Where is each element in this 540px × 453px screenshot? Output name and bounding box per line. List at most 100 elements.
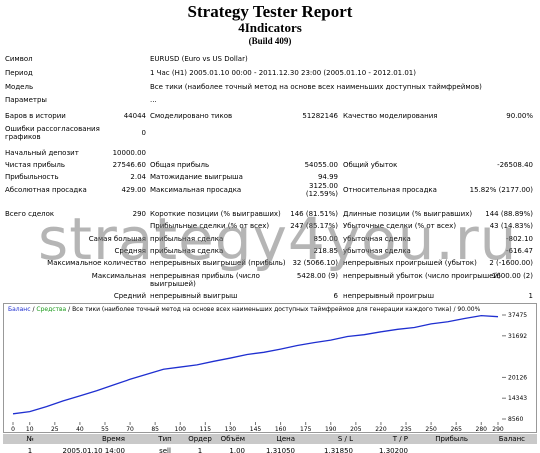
- stat-label: убыточная сделка: [343, 247, 411, 255]
- x-tick-label: 250: [425, 426, 437, 432]
- stat-value: 247 (85.17%): [290, 222, 338, 230]
- chart-frame: Баланс / Средства / Все тики (наиболее т…: [3, 303, 537, 433]
- table-cell: 1: [197, 447, 203, 453]
- y-tick-label: 20126: [508, 374, 527, 381]
- info-value: Все тики (наиболее точный метод на основ…: [150, 83, 482, 91]
- x-tick-label: 160: [275, 426, 287, 432]
- x-tick-label: 85: [151, 426, 159, 432]
- legend-entry: / Все тики (наиболее точный метод на осн…: [66, 306, 480, 313]
- stat-label: непрерывный выигрыш: [150, 292, 238, 300]
- stat-value: 54055.00: [304, 161, 338, 169]
- stat-value: 15.82% (2177.00): [469, 186, 533, 194]
- stat-label: Прибыльность: [5, 173, 59, 181]
- stat-label: Короткие позиции (% выигравших): [150, 210, 281, 218]
- stat-label: Длинные позиции (% выигравших): [343, 210, 473, 218]
- report-subtitle: 4Indicators: [238, 20, 302, 35]
- stat-value: 44044: [123, 112, 146, 120]
- x-tick-label: 0: [11, 426, 15, 432]
- y-tick-label: 14343: [508, 395, 527, 402]
- stat-value: 1: [528, 292, 533, 300]
- stat-value: -802.10: [505, 235, 533, 243]
- watermark: strategy4you.ru: [38, 205, 518, 273]
- stat-label: Баров в истории: [5, 112, 66, 120]
- stat-label: Всего сделок: [5, 210, 55, 218]
- stat-label: Чистая прибыль: [5, 161, 66, 169]
- table-header: №: [26, 435, 34, 443]
- stat-label: Максимальная просадка: [150, 186, 242, 194]
- stat-label: прибыльная сделка: [150, 235, 224, 243]
- table-cell: 1.31850: [324, 447, 353, 453]
- table-header: S / L: [337, 435, 353, 443]
- stat-label: Начальный депозит: [5, 149, 79, 157]
- stat-value: 290: [132, 210, 146, 218]
- balance-line: [12, 314, 499, 415]
- stat-label: Убыточные сделки (% от всех): [343, 222, 457, 230]
- report-title: Strategy Tester Report: [187, 2, 353, 21]
- stat-value: 5428.00 (9): [296, 272, 338, 280]
- x-tick-label: 10: [26, 426, 34, 432]
- table-header: Баланс: [498, 435, 525, 443]
- x-tick-label: 115: [200, 426, 212, 432]
- stat-label: Средняя: [114, 247, 146, 255]
- stat-value: 43 (14.83%): [489, 222, 533, 230]
- table-cell: 1.00: [229, 447, 245, 453]
- table-header: Объём: [220, 435, 245, 443]
- stat-value: 94.99: [317, 173, 338, 181]
- stat-value: 850.00: [313, 235, 339, 243]
- table-header: T / P: [392, 435, 408, 443]
- balance-chart: Баланс / Средства / Все тики (наиболее т…: [8, 306, 527, 433]
- stat-value: -26508.40: [497, 161, 533, 169]
- stat-label: Самая большая: [88, 235, 146, 243]
- y-tick-label: 8560: [508, 416, 523, 423]
- stat-value: -1600.00 (2): [489, 272, 533, 280]
- stat-label: Смоделировано тиков: [150, 112, 233, 120]
- table-header: Ордер: [188, 435, 212, 443]
- stat-label: убыточная сделка: [343, 235, 411, 243]
- stat-label: Прибыльные сделки (% от всех): [150, 222, 270, 230]
- stat-label: Качество моделирования: [343, 112, 438, 120]
- legend: Баланс / Средства / Все тики (наиболее т…: [8, 306, 481, 313]
- stat-label: непрерывных проигрышей (убыток): [343, 259, 477, 267]
- y-tick-label: 31692: [508, 333, 527, 340]
- y-tick-label: 37475: [508, 312, 527, 319]
- stat-value: 3125.00 (12.59%): [305, 182, 338, 198]
- info-value: ...: [150, 96, 157, 104]
- table-cell: 1.31050: [266, 447, 295, 453]
- stat-value: 218.85: [313, 247, 339, 255]
- stat-value: 32 (5066.10): [292, 259, 338, 267]
- x-tick-label: 290: [492, 426, 504, 432]
- legend-entry: Баланс: [8, 306, 31, 313]
- table-header-bg: [3, 434, 537, 444]
- table-cell: 2005.01.10 14:00: [62, 447, 125, 453]
- stat-value: 2 (-1600.00): [489, 259, 533, 267]
- stat-value: 0: [141, 129, 146, 137]
- stat-value: 27546.60: [112, 161, 146, 169]
- table-cell: sell: [159, 447, 171, 453]
- stat-label: Абсолютная просадка: [5, 186, 87, 194]
- x-tick-label: 175: [300, 426, 312, 432]
- table-cell: 1.30200: [379, 447, 408, 453]
- x-tick-label: 40: [76, 426, 84, 432]
- stat-label: Максимальная: [91, 272, 146, 280]
- stat-label: Общая прибыль: [150, 161, 210, 169]
- stat-label: Общий убыток: [343, 161, 398, 169]
- x-tick-label: 190: [325, 426, 337, 432]
- stat-label: Ошибки рассогласования графиков: [5, 125, 100, 141]
- stat-value: -616.47: [505, 247, 533, 255]
- stat-value: 2.04: [130, 173, 146, 181]
- info-value: 1 Час (H1) 2005.01.10 00:00 - 2011.12.30…: [150, 69, 416, 77]
- stat-value: 144 (88.89%): [485, 210, 533, 218]
- table-header: Цена: [276, 435, 295, 443]
- table-header: Прибыль: [435, 435, 468, 443]
- stat-value: 90.00%: [506, 112, 533, 120]
- stat-value: 6: [333, 292, 338, 300]
- table-header: Время: [101, 435, 125, 443]
- stat-label: непрерывных выигрышей (прибыль): [150, 259, 286, 267]
- build: (Build 409): [248, 36, 292, 46]
- x-tick-label: 25: [51, 426, 59, 432]
- x-tick-label: 235: [400, 426, 412, 432]
- x-tick-label: 205: [350, 426, 362, 432]
- info-label: Модель: [5, 83, 34, 91]
- x-tick-label: 130: [225, 426, 237, 432]
